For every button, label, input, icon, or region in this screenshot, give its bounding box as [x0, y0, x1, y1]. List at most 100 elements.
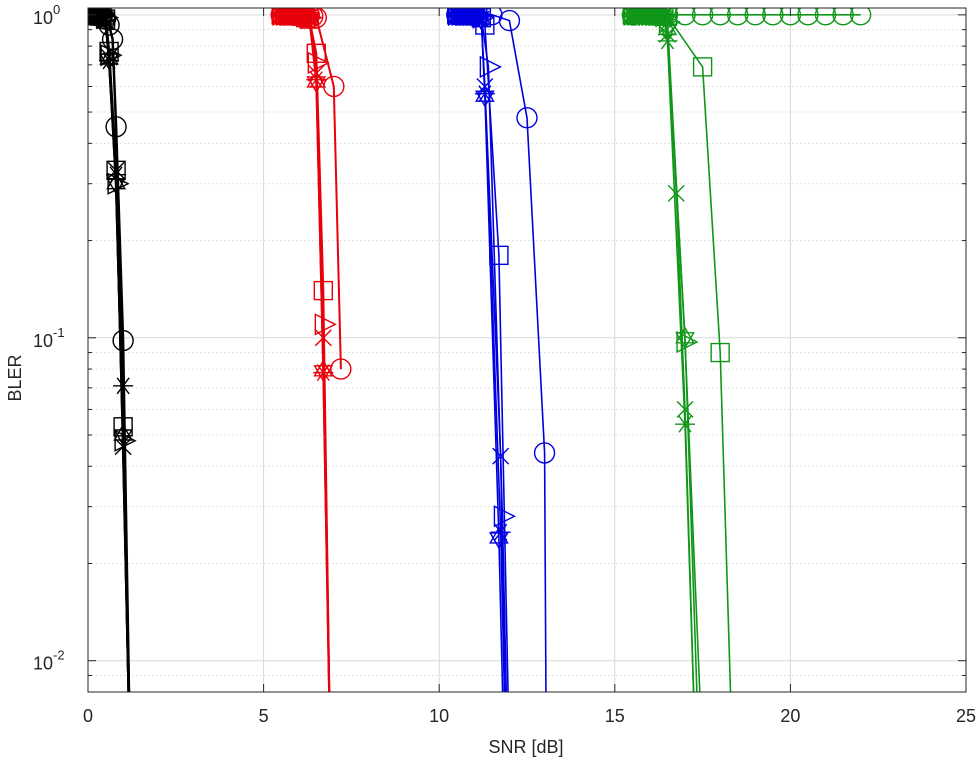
hexagram-marker	[99, 47, 119, 71]
grid	[87, 8, 967, 693]
hexagram-part	[654, 10, 674, 28]
hexagram-part	[488, 532, 509, 550]
hexagram-part	[654, 8, 674, 22]
hexagram-part	[88, 8, 98, 21]
hexagram-marker	[675, 326, 695, 350]
circle-marker	[832, 8, 854, 26]
circle-marker	[533, 442, 556, 464]
y-axis-label: BLER	[5, 354, 25, 401]
series-23	[622, 8, 698, 692]
y-tick-base: 10	[33, 331, 53, 351]
hexagram-part	[650, 9, 671, 27]
x-axis-label: SNR [dB]	[488, 737, 563, 757]
x-marker	[676, 400, 694, 418]
series-line	[281, 13, 331, 692]
series-16	[448, 8, 510, 692]
asterisk-marker	[113, 377, 134, 395]
hexagram-part	[95, 13, 116, 31]
y-tick-base: 10	[33, 654, 53, 674]
hexagram-part	[113, 429, 134, 447]
series-8	[272, 8, 337, 692]
series-20	[623, 8, 701, 692]
y-tick-label: 10-2	[33, 648, 65, 674]
hexagram-part	[474, 90, 495, 108]
hexagram-marker	[88, 8, 98, 27]
hexagram-marker	[488, 526, 509, 550]
circle-marker	[779, 8, 802, 26]
series-line	[632, 14, 732, 692]
series-11	[271, 8, 334, 692]
hexagram-part	[88, 9, 109, 27]
hexagram-marker	[474, 84, 495, 108]
hexagram-part	[488, 526, 509, 544]
x-tick-label: 15	[605, 706, 625, 726]
hexagram-part	[295, 10, 316, 28]
hexagram-part	[299, 11, 320, 30]
circle-marker	[516, 107, 538, 129]
hexagram-part	[657, 23, 678, 42]
circle-marker	[814, 8, 837, 26]
y-tick-exponent: -1	[53, 325, 65, 340]
hexagram-marker	[113, 423, 134, 447]
series-line	[632, 14, 698, 692]
hexagram-part	[106, 177, 127, 196]
hexagram-part	[88, 9, 98, 27]
square-marker	[710, 342, 730, 363]
x-marker	[492, 447, 510, 465]
hexagram-part	[675, 326, 695, 344]
series-17	[446, 8, 509, 692]
hexagram-part	[306, 76, 327, 94]
series-group	[88, 8, 872, 692]
series-line	[456, 14, 508, 692]
series-19	[622, 8, 732, 692]
series-6	[270, 8, 352, 380]
series-13	[447, 8, 509, 692]
x-tick-label: 0	[83, 706, 93, 726]
hexagram-marker	[95, 8, 116, 31]
hexagram-part	[471, 8, 492, 25]
circle-marker	[498, 9, 521, 32]
hexagram-marker	[654, 8, 674, 28]
hexagram-part	[464, 9, 485, 27]
x-tick-label: 5	[259, 706, 269, 726]
hexagram-marker	[106, 172, 127, 196]
hexagram-part	[467, 10, 488, 28]
circle-marker	[797, 8, 819, 26]
circle-marker	[105, 116, 127, 138]
circle-marker	[101, 28, 124, 50]
y-tick-label: 10-1	[33, 325, 65, 351]
y-tick-exponent: 0	[53, 2, 60, 17]
hexagram-part	[113, 423, 134, 441]
hexagram-marker	[313, 359, 334, 383]
hexagram-part	[675, 332, 695, 350]
circle-marker	[849, 8, 872, 26]
series-0	[88, 8, 134, 692]
hexagram-part	[313, 359, 334, 377]
series-22	[623, 8, 695, 692]
hexagram-part	[292, 9, 313, 27]
circle-marker	[762, 8, 784, 26]
hexagram-marker	[471, 8, 492, 31]
series-3	[88, 8, 134, 692]
y-tick-label: 100	[33, 2, 60, 28]
hexagram-part	[657, 18, 678, 36]
y-tick-base: 10	[33, 8, 53, 28]
hexagram-part	[313, 365, 334, 383]
hexagram-part	[106, 172, 127, 190]
y-tick-exponent: -2	[53, 648, 65, 663]
circle-marker	[709, 8, 731, 26]
triangle-marker	[307, 51, 330, 75]
hexagram-part	[471, 13, 492, 31]
circle-marker	[691, 8, 714, 26]
hexagram-marker	[306, 70, 327, 94]
hexagram-part	[474, 84, 495, 102]
hexagram-part	[299, 8, 320, 24]
hexagram-part	[99, 53, 119, 71]
hexagram-marker	[299, 8, 320, 30]
axes-box	[87, 7, 967, 693]
circle-marker	[744, 8, 766, 26]
hexagram-part	[306, 70, 327, 88]
